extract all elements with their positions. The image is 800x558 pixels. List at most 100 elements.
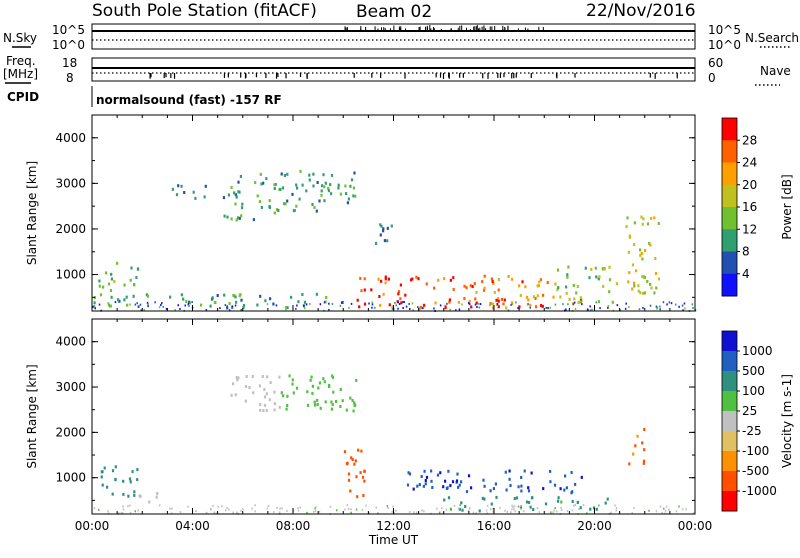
noise-cell xyxy=(403,301,405,303)
data-cell xyxy=(463,284,466,288)
data-cell xyxy=(323,199,326,203)
data-cell xyxy=(457,485,460,489)
nsearch-label: N.Search xyxy=(745,31,799,45)
data-cell xyxy=(556,268,560,272)
noise-cell xyxy=(607,306,609,309)
colorbar-segment xyxy=(722,491,737,512)
data-cell xyxy=(490,277,493,281)
data-cell xyxy=(549,469,552,473)
noise-cell xyxy=(413,511,415,514)
data-cell xyxy=(606,497,609,501)
data-cell xyxy=(183,191,186,194)
noise-cell xyxy=(595,301,597,304)
data-cell xyxy=(446,486,449,490)
data-cell xyxy=(655,286,658,290)
noise-cell xyxy=(391,307,394,310)
data-cell xyxy=(296,186,299,190)
data-cell xyxy=(256,303,259,307)
data-cell xyxy=(353,171,356,175)
data-cell xyxy=(362,494,365,497)
data-cell xyxy=(627,250,630,254)
data-cell xyxy=(632,452,635,456)
noise-cell xyxy=(187,505,189,508)
data-cell xyxy=(628,235,632,239)
data-cell xyxy=(424,479,427,482)
data-cell xyxy=(135,276,138,279)
noise-cell xyxy=(146,301,149,304)
data-cell xyxy=(329,183,332,187)
data-cell xyxy=(123,283,126,287)
data-cell xyxy=(633,281,636,285)
noise-cell xyxy=(589,309,592,312)
noise-cell xyxy=(240,509,242,512)
data-cell xyxy=(502,302,505,306)
noise-cell xyxy=(189,302,191,305)
data-cell xyxy=(443,277,446,281)
noise-cell xyxy=(319,303,322,306)
data-cell xyxy=(101,470,104,474)
noise-cell xyxy=(692,307,694,309)
data-cell xyxy=(230,186,233,189)
data-cell xyxy=(299,169,302,173)
data-cell xyxy=(360,289,363,293)
noise-cell xyxy=(355,508,358,511)
data-cell xyxy=(129,278,132,282)
data-cell xyxy=(233,191,236,195)
data-cell xyxy=(378,295,381,298)
noise-cell xyxy=(628,306,630,309)
data-cell xyxy=(637,289,640,293)
noise-cell xyxy=(147,303,149,306)
noise-cell xyxy=(614,504,616,507)
noise-cell xyxy=(371,301,373,304)
noise-cell xyxy=(458,507,460,510)
noise-cell xyxy=(336,509,338,512)
data-cell xyxy=(327,189,330,193)
noise-cell xyxy=(586,512,588,515)
data-cell xyxy=(259,172,262,176)
nave-dip xyxy=(299,73,302,78)
nave-dip xyxy=(244,73,247,79)
data-cell xyxy=(386,239,389,243)
noise-cell xyxy=(655,305,658,308)
data-cell xyxy=(344,184,347,188)
y-axis-label: Slant Range [km] xyxy=(25,364,39,468)
freq-unit-label: [MHz] xyxy=(3,67,38,81)
noise-cell xyxy=(478,306,481,309)
data-cell xyxy=(648,241,651,245)
data-cell xyxy=(639,248,642,252)
data-cell xyxy=(101,483,104,487)
noise-cell xyxy=(475,512,478,515)
freq-panel-frame xyxy=(91,57,696,82)
noise-cell xyxy=(312,510,315,513)
noise-cell xyxy=(554,303,557,306)
data-cell xyxy=(256,194,259,198)
data-cell xyxy=(549,480,552,484)
data-cell xyxy=(295,183,298,187)
data-cell xyxy=(518,305,521,309)
data-cell xyxy=(269,381,272,385)
data-cell xyxy=(641,275,644,279)
data-cell xyxy=(570,471,573,474)
noise-cell xyxy=(472,511,475,514)
data-cell xyxy=(354,194,357,198)
data-cell xyxy=(132,294,135,298)
date-label: 22/Nov/2016 xyxy=(586,1,696,21)
noise-cell xyxy=(638,308,641,311)
nave-dip xyxy=(227,73,229,78)
data-cell xyxy=(387,277,390,281)
data-cell xyxy=(314,403,317,407)
colorbar-tick-label: -1000 xyxy=(742,484,777,498)
noise-cell xyxy=(314,510,317,513)
data-cell xyxy=(430,479,433,483)
noise-cell xyxy=(684,307,686,310)
nave-dip xyxy=(482,73,484,79)
data-cell xyxy=(537,284,540,288)
noise-panel-frame xyxy=(91,23,696,50)
data-cell xyxy=(310,375,313,379)
data-cell xyxy=(604,501,607,505)
data-cell xyxy=(188,300,191,304)
velocity-panel: 1000 2000 3000 4000 Slant Range [km] 00:00 04:… xyxy=(25,318,712,547)
colorbar-tick-label: 24 xyxy=(742,156,757,170)
data-cell xyxy=(203,195,206,199)
noise-cell xyxy=(459,504,461,507)
